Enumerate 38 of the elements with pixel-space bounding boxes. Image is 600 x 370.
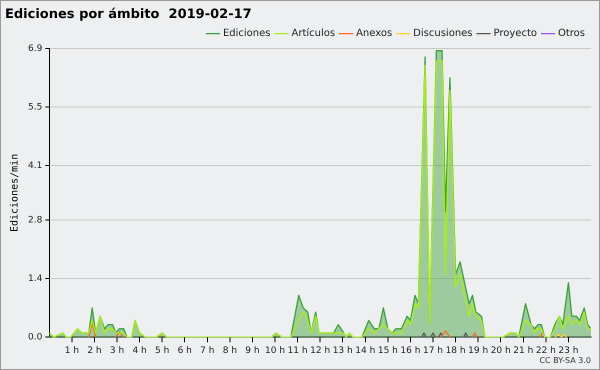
x-tick-label: 2 h [87, 346, 102, 356]
x-tick-label: 16 h [400, 346, 420, 356]
x-tick-label: 3 h [110, 346, 124, 356]
x-tick-label: 23 h [558, 346, 578, 356]
legend-label: Proyecto [494, 28, 537, 40]
x-tick-label: 10 h [265, 346, 286, 356]
legend-label: Discusiones [413, 28, 473, 40]
x-tick-label: 1 h [64, 346, 80, 356]
y-tick-label: 4.1 [28, 161, 42, 172]
x-tick-label: 5 h [155, 346, 170, 356]
legend-label: Otros [558, 28, 586, 40]
chart-title: Ediciones por ámbito 2019-02-17 [5, 7, 252, 22]
legend-label: Artículos [292, 28, 336, 40]
y-tick-label: 2.8 [28, 215, 43, 226]
x-tick-label: 18 h [446, 346, 466, 356]
x-tick-label: 19 h [468, 346, 488, 356]
text: CC BY-SA 3.0 [539, 356, 591, 366]
legend-label: Ediciones [222, 28, 271, 40]
x-tick-label: 21 h [513, 346, 534, 356]
x-tick-label: 20 h [490, 346, 511, 356]
y-tick-label: 0.0 [28, 332, 43, 343]
x-tick-label: 7 h [200, 346, 214, 356]
x-tick-label: 17 h [422, 346, 444, 356]
x-tick-label: 12 h [310, 346, 330, 356]
x-tick-label: 15 h [378, 346, 398, 356]
x-tick-label: 11 h [288, 346, 308, 356]
x-tick-label: 22 h [536, 346, 556, 356]
x-tick-label: 6 h [178, 346, 192, 356]
x-tick-label: 4 h [132, 346, 147, 356]
y-tick-label: 6.9 [28, 44, 43, 54]
x-tick-label: 13 h [332, 346, 353, 356]
y-tick-label: 1.4 [28, 274, 43, 284]
x-tick-label: 9 h [245, 346, 260, 356]
y-tick-label: 5.5 [28, 102, 42, 112]
x-tick-label: 8 h [222, 346, 238, 356]
x-tick-label: 14 h [355, 346, 376, 356]
legend-label: Anexos [356, 28, 392, 40]
y-axis-title: Ediciones/min [10, 154, 21, 232]
